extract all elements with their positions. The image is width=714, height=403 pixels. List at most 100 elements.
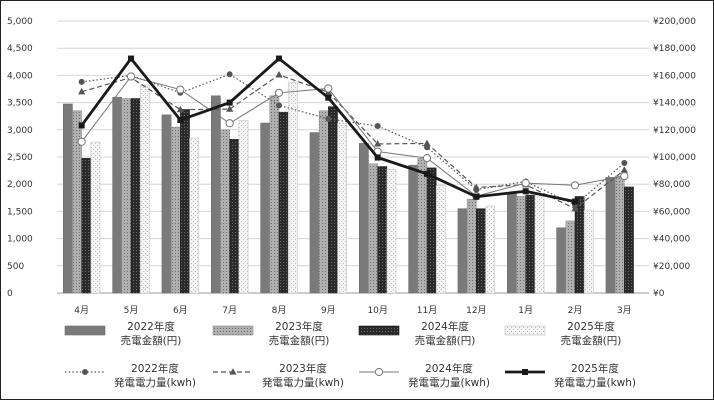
legend-label: 2025年度: [571, 362, 619, 375]
right-axis-tick-label: ¥120,000: [653, 126, 696, 136]
bar: [170, 126, 181, 294]
line-point: [78, 78, 85, 85]
legend-label: 2024年度: [421, 320, 469, 333]
bar-series-group: [63, 81, 634, 294]
line-point: [274, 88, 284, 97]
line-point: [424, 170, 430, 177]
legend-label: 発電電力量(kwh): [408, 376, 490, 389]
bar: [161, 114, 172, 294]
line-point: [229, 368, 237, 375]
line-point: [473, 193, 480, 200]
x-axis-tick-label: 11月: [417, 305, 437, 316]
right-axis-tick-label: ¥160,000: [653, 71, 696, 81]
line-point: [572, 198, 578, 205]
bar: [417, 158, 428, 294]
line-point: [570, 181, 580, 190]
bar: [229, 139, 240, 294]
legend-label: 2024年度: [425, 362, 473, 375]
line-point: [325, 94, 332, 101]
bar: [337, 122, 347, 294]
left-axis-tick-label: 0: [7, 289, 13, 299]
x-axis-tick-label: 7月: [222, 305, 237, 316]
bar: [614, 175, 625, 294]
right-y-axis: ¥0 ¥20,000 ¥40,000 ¥60,000 ¥80,000 ¥100,000 ¥1…: [653, 17, 696, 299]
line-series-group: [77, 55, 629, 212]
right-axis-tick-label: ¥20,000: [653, 262, 690, 272]
series-line: [81, 75, 625, 197]
left-axis-tick-label: 4,000: [7, 71, 33, 81]
bar: [139, 84, 150, 294]
line-point: [176, 85, 185, 94]
line-point: [226, 99, 233, 106]
legend-label: 発電電力量(kwh): [114, 376, 196, 389]
right-axis-tick-label: ¥100,000: [653, 153, 696, 163]
legend-label: 売電金額(円): [415, 334, 476, 347]
bar: [507, 193, 517, 294]
bar: [90, 141, 101, 294]
bar: [516, 196, 526, 294]
line-point: [276, 55, 282, 62]
line-point: [571, 204, 579, 212]
bar: [180, 109, 190, 294]
bar: [130, 98, 141, 294]
x-axis-tick-label: 12月: [466, 305, 486, 316]
legend-swatch: [64, 325, 106, 336]
series-line: [81, 74, 625, 210]
bar: [220, 129, 230, 294]
line-point: [620, 166, 628, 173]
bar: [583, 209, 594, 294]
line-point: [126, 72, 136, 81]
right-axis-tick-label: ¥40,000: [653, 235, 690, 245]
line-point: [374, 154, 381, 161]
line-series: [78, 71, 628, 208]
bar: [556, 227, 567, 294]
x-axis-tick-label: 10月: [367, 305, 387, 316]
bar: [386, 168, 397, 294]
right-axis-tick-label: ¥140,000: [653, 99, 696, 109]
legend-swatch: [212, 325, 254, 336]
bar: [328, 106, 338, 294]
line-point: [177, 117, 184, 124]
left-axis-tick-label: 3,000: [7, 126, 33, 136]
bar: [309, 132, 320, 294]
line-series: [77, 72, 629, 201]
right-axis-tick-label: ¥200,000: [653, 17, 696, 27]
gridlines: [57, 20, 649, 294]
bar: [278, 111, 289, 294]
bar: [112, 96, 123, 294]
bar: [318, 110, 329, 294]
line-point: [82, 369, 88, 375]
line-point: [423, 139, 431, 146]
x-axis-tick-label: 9月: [321, 305, 336, 316]
left-axis-tick-label: 5,000: [7, 17, 33, 27]
x-axis-tick-label: 1月: [518, 305, 533, 316]
line-point: [324, 84, 333, 93]
legend-label: 売電金額(円): [561, 334, 622, 347]
line-point: [128, 55, 134, 62]
x-axis-tick-label: 6月: [173, 305, 188, 316]
legend-swatch: [504, 325, 546, 336]
bar: [525, 194, 536, 294]
legend-label: 2022年度: [131, 362, 179, 375]
x-axis-tick-label: 4月: [74, 305, 89, 316]
line-point: [77, 137, 86, 146]
bar: [368, 163, 378, 294]
bar: [435, 185, 446, 294]
line-point: [522, 188, 529, 195]
bar: [466, 198, 477, 294]
legend-label: 売電金額(円): [121, 334, 182, 347]
left-axis-tick-label: 4,500: [7, 44, 33, 54]
legend-label: 売電金額(円): [269, 334, 330, 347]
bar: [189, 137, 199, 294]
line-point: [620, 171, 629, 181]
x-axis-tick-label: 5月: [124, 305, 139, 316]
right-axis-tick-label: ¥0: [653, 289, 665, 299]
left-axis-tick-label: 1,500: [7, 207, 33, 217]
line-point: [521, 179, 530, 188]
bar: [485, 205, 495, 294]
line-point: [325, 115, 332, 122]
x-axis-tick-label: 8月: [272, 305, 287, 316]
bar: [63, 103, 73, 294]
line-series: [78, 71, 628, 212]
